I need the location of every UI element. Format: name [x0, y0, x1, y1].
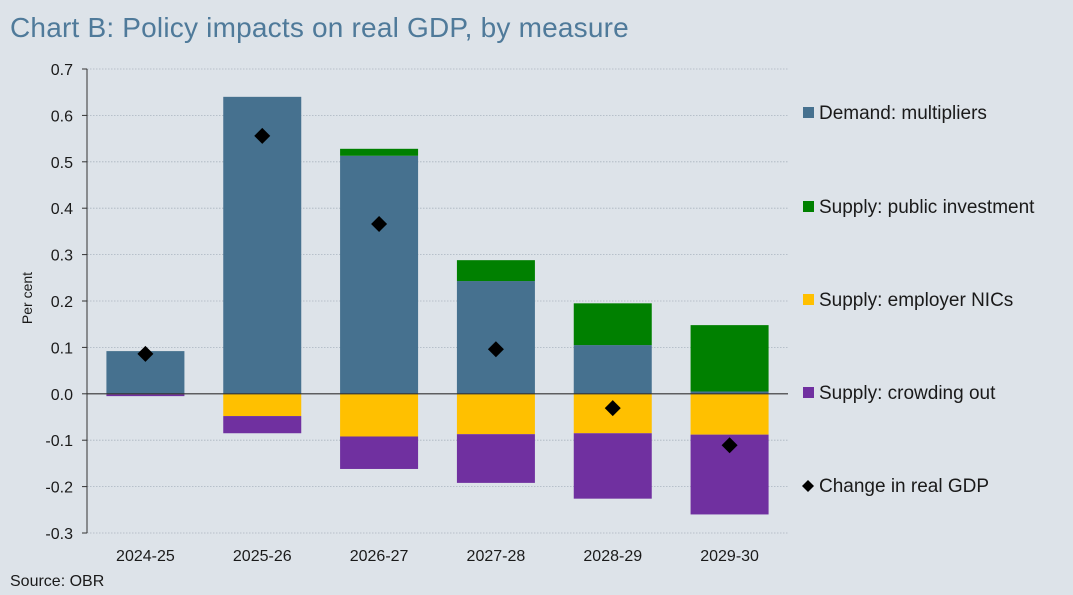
y-tick-label: 0.5 [51, 155, 73, 172]
x-tick-label: 2025-26 [233, 548, 292, 565]
bar-segment [223, 393, 302, 417]
legend-swatch [803, 201, 814, 212]
y-tick-label: 0.4 [51, 201, 73, 218]
legend-swatch [803, 107, 814, 118]
bar-segment [106, 394, 185, 397]
legend: Demand: multipliers Supply: public invest… [802, 103, 1035, 497]
gdp-marker [721, 437, 738, 454]
y-tick-label: 0.3 [51, 248, 73, 265]
gdp-marker [371, 215, 388, 232]
legend-label: Supply: crowding out [819, 383, 996, 404]
bar-segment [456, 260, 535, 282]
legend-label: Demand: multipliers [819, 103, 987, 124]
bar-segment [223, 416, 302, 434]
y-tick-label: 0.2 [51, 294, 73, 311]
gdp-marker [487, 341, 504, 358]
bar-segment [223, 96, 302, 394]
markers-layer [137, 127, 738, 454]
y-tick-label: -0.1 [45, 433, 73, 450]
bars-layer [106, 96, 769, 515]
gdp-marker [604, 400, 621, 417]
bar-segment [690, 391, 769, 394]
grid-layer [87, 68, 788, 534]
legend-label: Supply: employer NICs [819, 290, 1013, 311]
y-tick-label: -0.3 [45, 526, 73, 543]
bar-segment [340, 148, 419, 156]
bar-segment [690, 393, 769, 435]
bar-segment [456, 393, 535, 435]
x-tick-label: 2026-27 [350, 548, 409, 565]
x-tick-label: 2029-30 [700, 548, 759, 565]
bar-segment [690, 325, 769, 392]
bar-segment [456, 281, 535, 394]
gdp-marker [137, 345, 154, 362]
chart-title: Chart B: Policy impacts on real GDP, by … [10, 12, 629, 43]
y-tick-label: 0.6 [51, 108, 73, 125]
x-tick-label: 2024-25 [116, 548, 175, 565]
bar-segment [340, 436, 419, 469]
y-tick-label: 0.7 [51, 62, 73, 79]
gdp-marker [254, 127, 271, 144]
y-axis-label: Per cent [19, 272, 35, 324]
legend-diamond-icon [802, 480, 814, 492]
bar-segment [573, 433, 652, 499]
y-tick-label: 0.0 [51, 387, 73, 404]
bar-segment [456, 434, 535, 483]
bar-segment [340, 393, 419, 437]
y-tick-label: 0.1 [51, 340, 73, 357]
legend-label: Change in real GDP [819, 476, 989, 497]
source-note: Source: OBR [10, 573, 105, 590]
bar-segment [340, 155, 419, 394]
y-tick-label: -0.2 [45, 480, 73, 497]
bar-segment [573, 303, 652, 346]
legend-label: Supply: public investment [819, 197, 1035, 218]
x-tick-label: 2028-29 [583, 548, 642, 565]
x-tick-label: 2027-28 [467, 548, 526, 565]
legend-swatch [803, 294, 814, 305]
legend-swatch [803, 387, 814, 398]
bar-segment [573, 345, 652, 394]
axis-layer: 0.7 0.6 0.5 0.4 0.3 0.2 0.1 0.0 -0.1 -0.2 -0.3 2024… [45, 62, 788, 565]
